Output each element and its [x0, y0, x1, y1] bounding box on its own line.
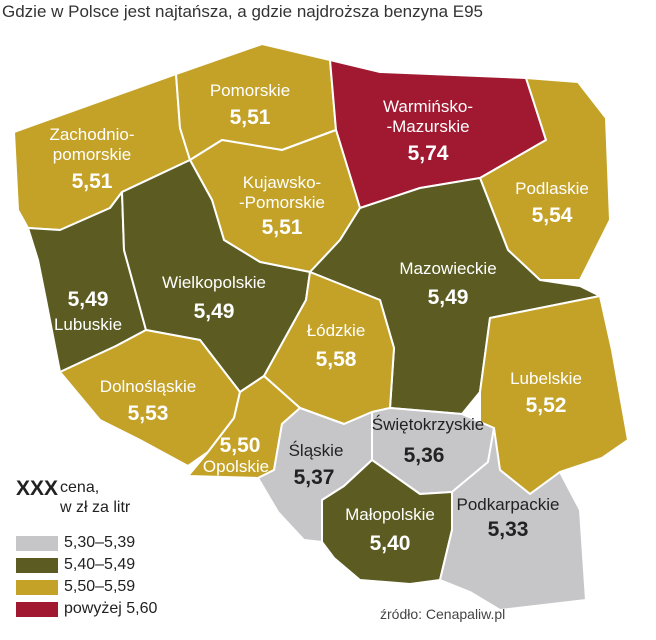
- legend-item: 5,40–5,49: [16, 556, 157, 574]
- legend-header: XXX cena, w zł za litr: [16, 478, 157, 518]
- region-value: 5,36: [404, 444, 445, 467]
- region-name: Mazowieckie: [399, 259, 496, 278]
- legend: XXX cena, w zł za litr 5,30–5,39 5,40–5,…: [16, 478, 157, 618]
- legend-caption: cena, w zł za litr: [60, 478, 130, 518]
- label-warminsko-mazurskie: Warmińsko- -Mazurskie 5,74: [383, 97, 473, 165]
- region-podlaskie: [479, 77, 611, 281]
- region-value: 5,49: [194, 300, 235, 323]
- legend-caption-line1: cena,: [60, 479, 100, 496]
- region-name-line2: -Mazurskie: [386, 117, 469, 136]
- region-value: 5,37: [294, 466, 335, 489]
- label-lubelskie: Lubelskie 5,52: [510, 369, 582, 417]
- region-name: Opolskie: [203, 457, 269, 476]
- region-name: Dolnośląskie: [100, 377, 196, 396]
- legend-label: 5,50–5,59: [64, 578, 136, 595]
- source-note: źródło: Cenapaliw.pl: [380, 606, 506, 622]
- region-name: Pomorskie: [210, 81, 290, 100]
- region-value: 5,49: [68, 288, 109, 311]
- region-name: Wielkopolskie: [162, 273, 266, 292]
- label-lodzkie: Łódzkie 5,58: [307, 321, 366, 371]
- legend-label: 5,40–5,49: [64, 556, 136, 573]
- region-value: 5,40: [370, 532, 411, 555]
- legend-swatch: [16, 535, 58, 551]
- region-podkarpackie: [439, 427, 587, 611]
- label-mazowieckie: Mazowieckie 5,49: [399, 259, 496, 309]
- label-zachodniopomorskie: Zachodnio- pomorskie 5,51: [49, 125, 134, 193]
- region-value: 5,53: [128, 402, 169, 425]
- label-opolskie: 5,50 Opolskie: [203, 434, 269, 476]
- region-name: Lubelskie: [510, 369, 582, 388]
- label-podlaskie: Podlaskie 5,54: [515, 179, 589, 227]
- label-pomorskie: Pomorskie 5,51: [210, 81, 290, 129]
- region-name-line2: pomorskie: [53, 145, 131, 164]
- region-value: 5,33: [488, 518, 529, 541]
- region-value: 5,51: [262, 216, 303, 239]
- label-wielkopolskie: Wielkopolskie 5,49: [162, 273, 266, 323]
- legend-caption-line2: w zł za litr: [60, 499, 131, 516]
- legend-item: powyżej 5,60: [16, 600, 157, 618]
- legend-marker: XXX: [16, 477, 59, 500]
- region-value: 5,58: [316, 348, 357, 371]
- region-name-line1: Warmińsko-: [383, 97, 473, 116]
- legend-label: 5,30–5,39: [64, 534, 136, 551]
- legend-swatch: [16, 601, 58, 617]
- label-kujawsko-pomorskie: Kujawsko- -Pomorskie 5,51: [239, 173, 325, 239]
- label-malopolskie: Małopolskie 5,40: [345, 505, 435, 555]
- region-value: 5,51: [230, 106, 271, 129]
- label-swietokrzyskie: Świętokrzyskie 5,36: [372, 415, 484, 467]
- label-slaskie: Śląskie 5,37: [289, 441, 344, 489]
- region-name-line1: Zachodnio-: [49, 125, 134, 144]
- map-title: Gdzie w Polsce jest najtańsza, a gdzie n…: [2, 2, 483, 21]
- legend-swatch: [16, 557, 58, 573]
- legend-swatch: [16, 579, 58, 595]
- region-value: 5,49: [428, 286, 469, 309]
- region-name: Małopolskie: [345, 505, 435, 524]
- region-name-line1: Kujawsko-: [243, 173, 321, 192]
- legend-item: 5,50–5,59: [16, 578, 157, 596]
- region-malopolskie: [321, 459, 453, 585]
- region-value: 5,52: [526, 394, 567, 417]
- label-lubuskie: 5,49 Lubuskie: [54, 288, 122, 334]
- region-name: Podkarpackie: [456, 495, 559, 514]
- region-name: Śląskie: [289, 441, 344, 460]
- legend-item: 5,30–5,39: [16, 534, 157, 552]
- region-name: Lubuskie: [54, 315, 122, 334]
- label-podkarpackie: Podkarpackie 5,33: [456, 495, 559, 541]
- region-name: Świętokrzyskie: [372, 415, 484, 434]
- region-value: 5,50: [220, 434, 261, 457]
- region-name-line2: -Pomorskie: [239, 193, 325, 212]
- region-value: 5,51: [72, 170, 113, 193]
- label-dolnoslaskie: Dolnośląskie 5,53: [100, 377, 196, 425]
- region-name: Podlaskie: [515, 179, 589, 198]
- region-value: 5,74: [408, 142, 449, 165]
- region-name: Łódzkie: [307, 321, 366, 340]
- region-value: 5,54: [532, 204, 573, 227]
- legend-label: powyżej 5,60: [64, 600, 158, 617]
